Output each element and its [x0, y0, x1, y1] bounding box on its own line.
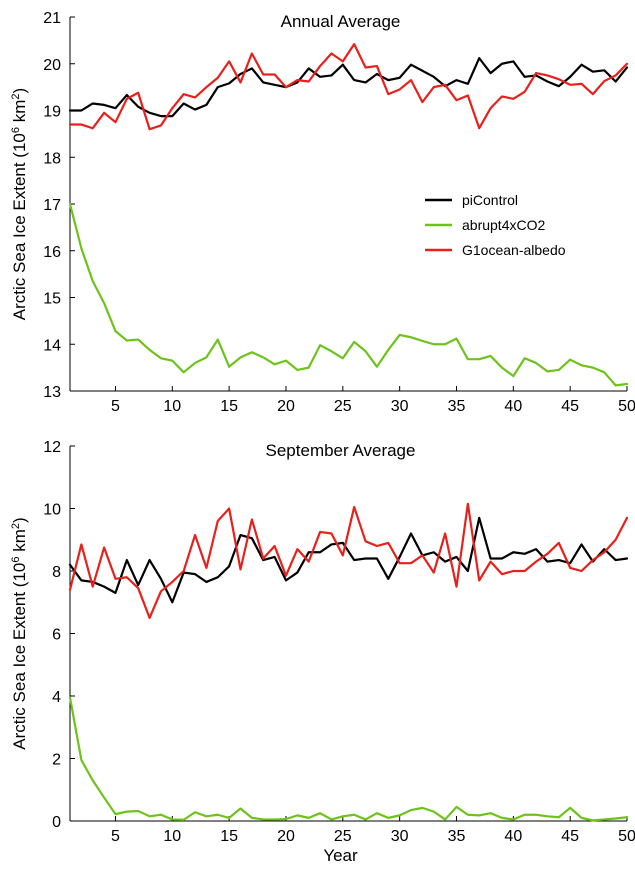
legend-label: piControl	[462, 192, 518, 208]
y-axis-label-part: Arctic Sea Ice Extent (10	[10, 133, 29, 320]
legend-label: G1ocean-albedo	[462, 242, 566, 258]
y-axis-label-part: km	[10, 529, 29, 556]
y-tick-label: 12	[43, 439, 61, 456]
y-axis-label: Arctic Sea Ice Extent (106 km2)	[10, 517, 29, 749]
x-tick-label: 50	[618, 398, 635, 415]
y-tick-label: 4	[52, 689, 61, 706]
x-tick-label: 5	[111, 398, 120, 415]
x-tick-label: 15	[220, 828, 238, 845]
y-axis-label: Arctic Sea Ice Extent (106 km2)	[10, 88, 29, 320]
x-tick-label: 40	[504, 398, 522, 415]
y-tick-label: 17	[43, 197, 61, 214]
x-tick-label: 25	[334, 398, 352, 415]
series-line-abrupt4xco2	[70, 698, 627, 821]
y-tick-label: 8	[52, 564, 61, 581]
y-tick-label: 10	[43, 502, 61, 519]
y-tick-label: 14	[43, 337, 61, 354]
x-tick-label: 15	[220, 398, 238, 415]
series-line-picontrol	[70, 58, 627, 116]
x-tick-label: 50	[618, 828, 635, 845]
y-axis-label-part: Arctic Sea Ice Extent (10	[10, 563, 29, 750]
y-tick-label: 21	[43, 10, 61, 27]
x-tick-label: 30	[391, 398, 409, 415]
y-tick-label: 0	[52, 814, 61, 831]
y-tick-label: 2	[52, 752, 61, 769]
x-tick-label: 5	[111, 828, 120, 845]
series-line-g1ocean-albedo	[70, 44, 627, 129]
y-tick-label: 13	[43, 384, 61, 401]
panel-bottom: 0 2 4 6 8 10 12 5 10 15 20 25 30 35 40 45 50 September Av…	[10, 439, 635, 865]
x-tick-label: 25	[334, 828, 352, 845]
x-tick-label: 10	[163, 828, 181, 845]
x-tick-label: 35	[448, 828, 466, 845]
series-line-g1ocean-albedo	[70, 504, 627, 618]
panel-top: 13 14 15 16 17 18 19 20 21 5 10 15 20 25 30 35 40 45 50 Ann…	[10, 10, 635, 415]
y-tick-label: 15	[43, 291, 61, 308]
y-tick-label: 6	[52, 627, 61, 644]
x-tick-label: 20	[277, 828, 295, 845]
y-axis-label-part: )	[10, 517, 29, 523]
legend-label: abrupt4xCO2	[462, 217, 545, 233]
x-axis-label: Year	[323, 846, 358, 865]
chart-title: September Average	[266, 441, 416, 460]
y-tick-label: 16	[43, 244, 61, 261]
legend: piControl abrupt4xCO2 G1ocean-albedo	[425, 192, 566, 258]
chart-title: Annual Average	[281, 12, 401, 31]
x-tick-label: 30	[391, 828, 409, 845]
x-tick-label: 20	[277, 398, 295, 415]
y-tick-label: 20	[43, 57, 61, 74]
x-tick-label: 45	[561, 828, 579, 845]
y-tick-label: 18	[43, 150, 61, 167]
y-tick-label: 19	[43, 104, 61, 121]
x-tick-label: 40	[504, 828, 522, 845]
x-tick-label: 10	[163, 398, 181, 415]
y-axis-label-part: )	[10, 88, 29, 94]
x-tick-label: 45	[561, 398, 579, 415]
x-tick-label: 35	[448, 398, 466, 415]
y-axis-label-part: km	[10, 100, 29, 127]
